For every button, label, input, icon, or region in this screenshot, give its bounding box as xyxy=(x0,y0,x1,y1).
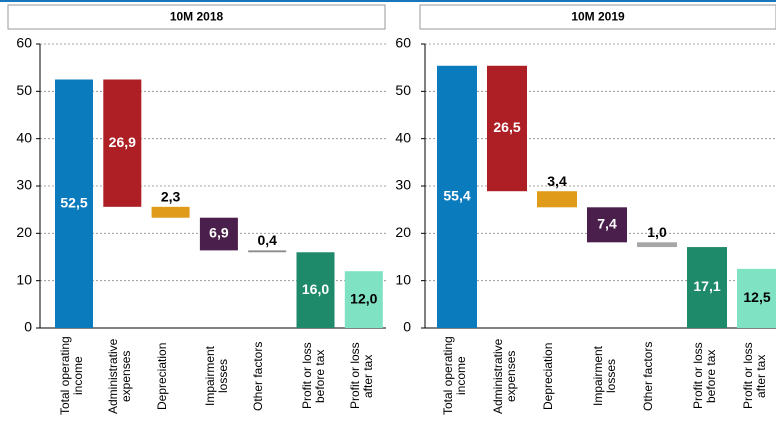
data-label: 1,0 xyxy=(647,224,667,240)
y-tick-label: 40 xyxy=(395,129,411,145)
bar xyxy=(687,247,727,328)
x-tick-label: Profit or loss before tax xyxy=(299,342,327,410)
x-tick-label: Profit or loss after tax xyxy=(741,342,768,410)
data-label: 3,4 xyxy=(547,173,567,189)
data-label: 52,5 xyxy=(60,194,87,210)
y-tick-label: 50 xyxy=(395,82,411,98)
bar xyxy=(537,191,577,208)
panel-header xyxy=(7,4,386,30)
chart-title: 10M 2018 xyxy=(170,10,224,24)
chart-title: 10M 2019 xyxy=(571,10,625,24)
data-label: 26,5 xyxy=(493,119,520,135)
y-tick-label: 0 xyxy=(24,319,32,335)
y-tick-label: 40 xyxy=(16,129,32,145)
data-label: 26,9 xyxy=(109,134,136,150)
x-tick-label: Total operating income xyxy=(58,336,85,416)
data-label: 16,0 xyxy=(302,281,329,297)
data-label: 2,3 xyxy=(161,189,181,205)
x-tick-label: Total operating income xyxy=(441,336,468,416)
y-tick-label: 50 xyxy=(16,82,32,98)
bar xyxy=(248,250,287,253)
y-tick-label: 10 xyxy=(16,271,32,287)
x-tick-label: Depreciation xyxy=(541,342,555,410)
y-tick-label: 60 xyxy=(395,35,411,51)
bar xyxy=(199,217,238,251)
y-tick-label: 0 xyxy=(403,319,411,335)
bar xyxy=(55,79,93,328)
bar xyxy=(103,79,142,207)
bar xyxy=(151,206,190,218)
x-tick-label: Other factors xyxy=(641,341,655,411)
x-tick-label: Impairment losses xyxy=(591,345,618,407)
top-rule xyxy=(0,0,776,2)
x-tick-label: Profit or loss after tax xyxy=(347,342,375,410)
x-tick-label: Administrative expenses xyxy=(491,338,518,414)
data-label: 0,4 xyxy=(257,232,277,248)
x-tick-label: Administrative expenses xyxy=(106,338,134,414)
data-label: 12,5 xyxy=(743,289,770,305)
data-label: 7,4 xyxy=(597,216,617,232)
panel-header xyxy=(419,4,776,30)
y-tick-label: 60 xyxy=(16,35,32,51)
x-tick-label: Impairment losses xyxy=(202,345,230,407)
bar xyxy=(437,65,477,329)
bar xyxy=(344,271,383,328)
data-label: 17,1 xyxy=(693,278,720,294)
y-tick-label: 20 xyxy=(16,224,32,240)
y-tick-label: 10 xyxy=(395,271,411,287)
data-label: 6,9 xyxy=(209,225,229,241)
x-tick-label: Other factors xyxy=(251,341,266,411)
data-label: 12,0 xyxy=(350,290,377,306)
x-tick-label: Profit or loss before tax xyxy=(691,342,718,410)
bar xyxy=(487,65,527,192)
y-tick-label: 30 xyxy=(16,177,32,193)
data-label: 55,4 xyxy=(443,188,470,204)
bar xyxy=(737,268,776,328)
y-tick-label: 20 xyxy=(395,224,411,240)
bar xyxy=(296,252,335,328)
y-tick-label: 30 xyxy=(395,177,411,193)
bar xyxy=(637,242,677,248)
x-tick-label: Depreciation xyxy=(154,342,169,410)
bar xyxy=(587,207,627,243)
